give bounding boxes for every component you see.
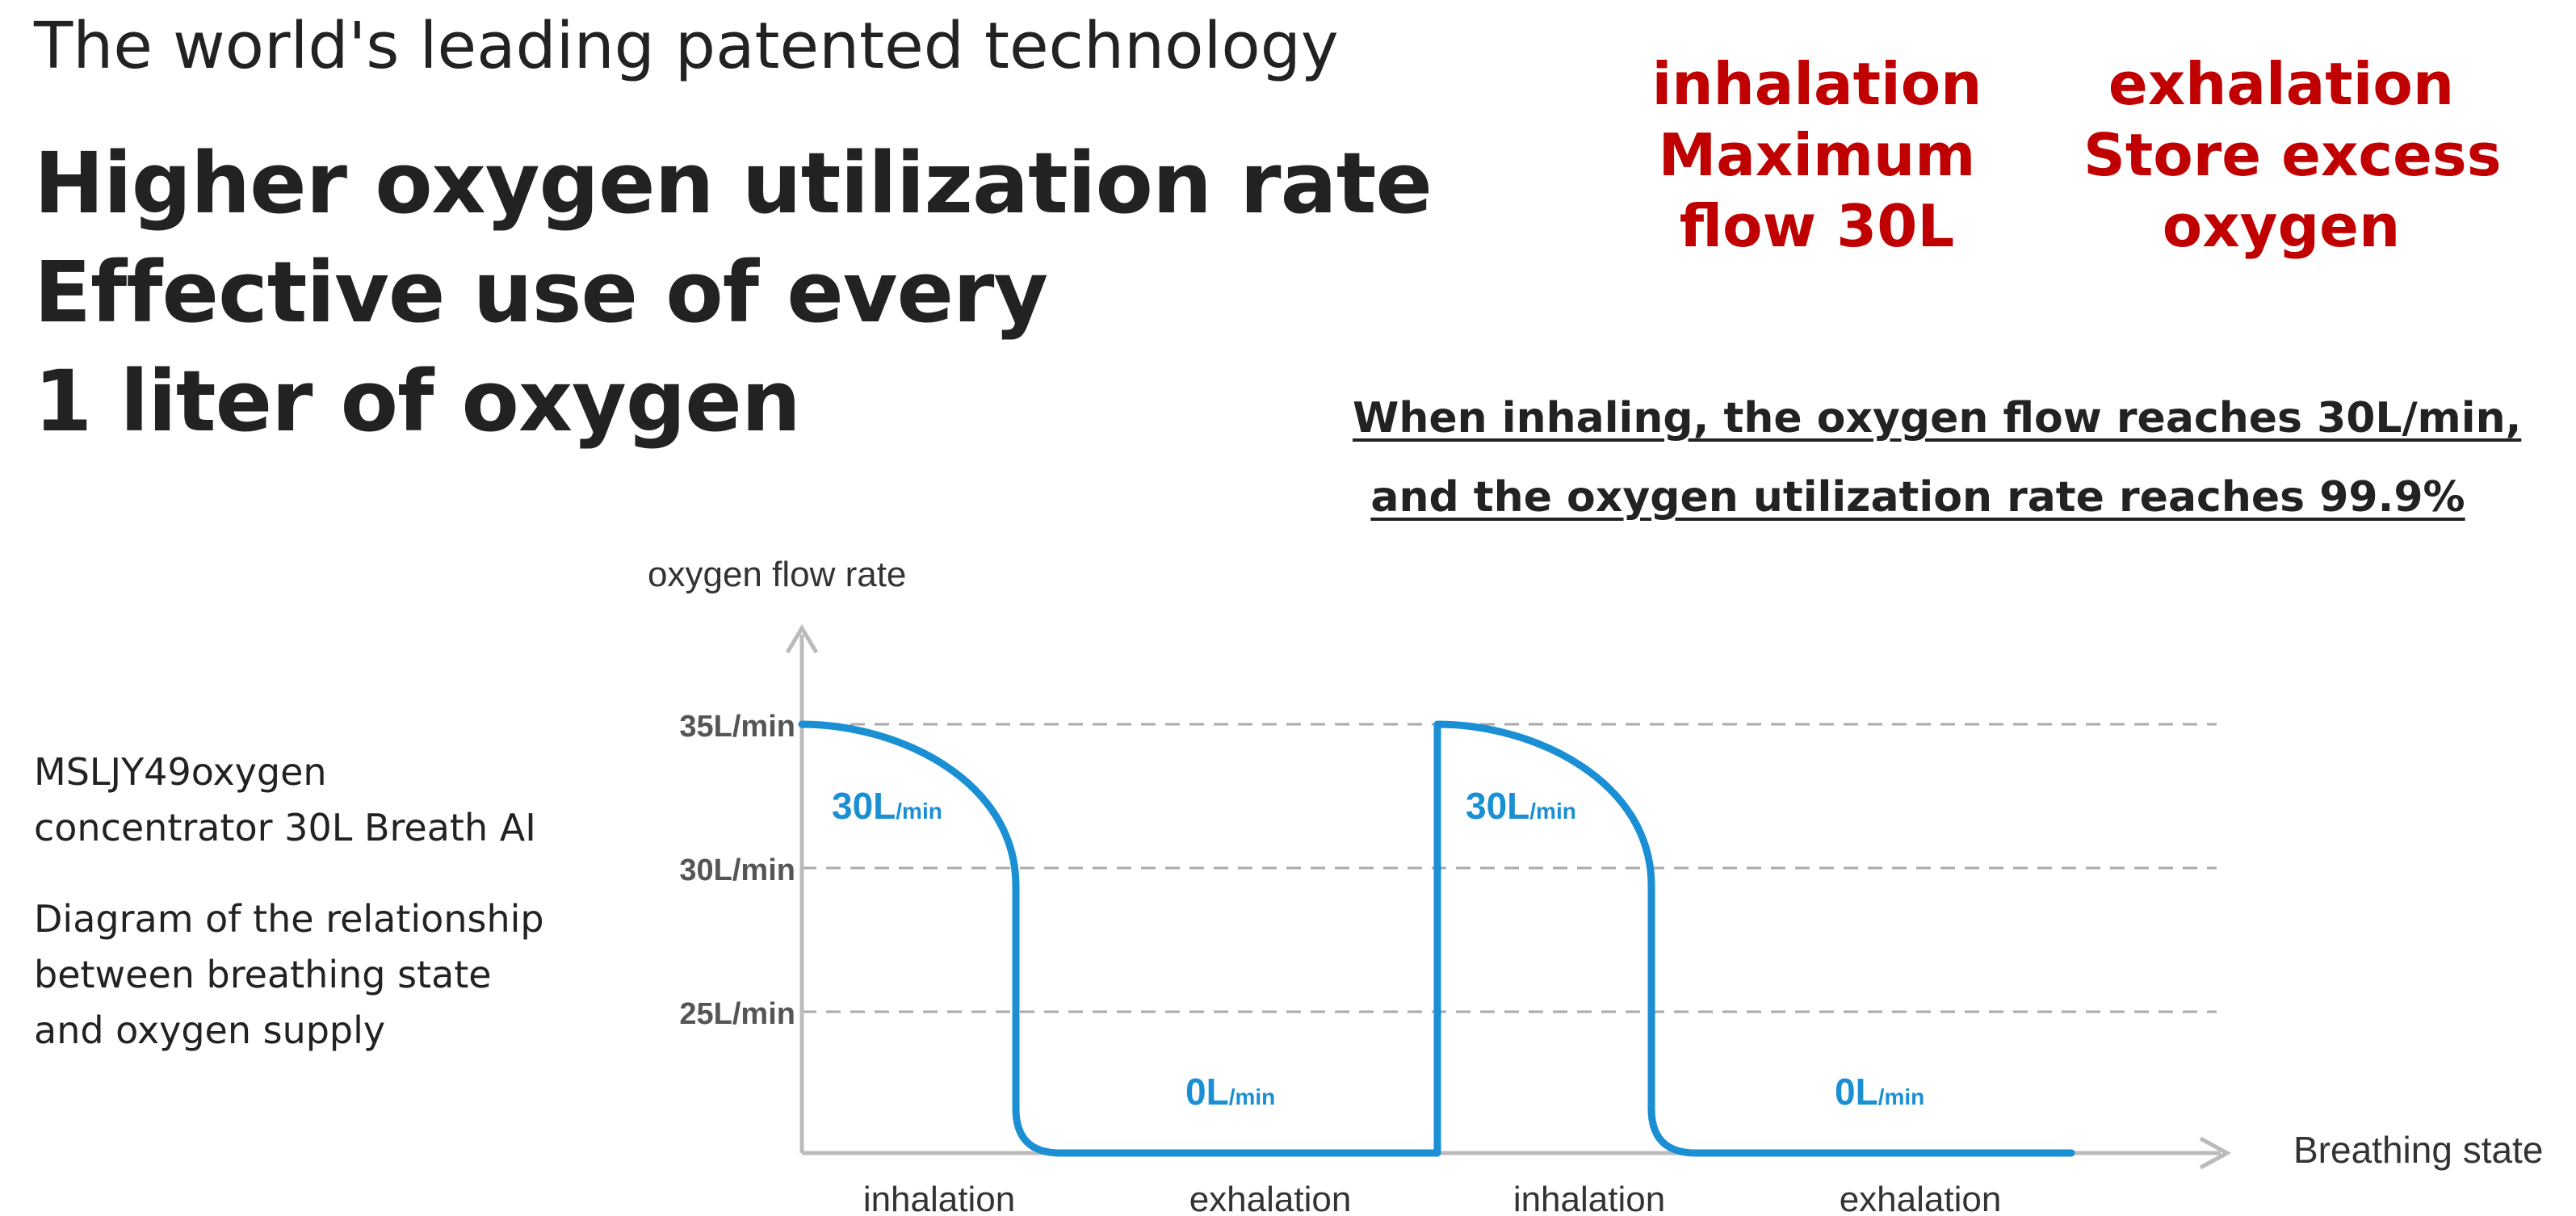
caption-line: between breathing state <box>34 953 492 996</box>
x-axis-label: Breathing state <box>2293 1129 2543 1171</box>
y-axis-label: oxygen flow rate <box>648 555 906 594</box>
model-line: concentrator 30L Breath AI <box>34 806 536 849</box>
model-line: MSLJY49oxygen <box>34 750 327 794</box>
model-description: MSLJY49oxygen concentrator 30L Breath AI <box>34 744 536 856</box>
oxygen-flow-curve <box>798 720 2075 1157</box>
x-phase-label: inhalation <box>863 1180 1015 1216</box>
y-tick-label: 30L/min <box>679 853 795 887</box>
x-axis-arrowhead <box>2199 1136 2232 1170</box>
flow-annotation: 30L/min <box>832 785 942 827</box>
flow-annotation: 30L/min <box>1466 785 1576 827</box>
tagline: The world's leading patented technology <box>34 9 1339 83</box>
diagram-caption: Diagram of the relationship between brea… <box>34 891 544 1059</box>
callout-line: flow 30L <box>1679 192 1955 260</box>
curve-layer <box>798 720 2075 1157</box>
x-phase-label: exhalation <box>1840 1180 2002 1216</box>
caption-line: and oxygen supply <box>34 1008 386 1052</box>
callout-line: exhalation <box>2108 50 2455 118</box>
y-axis-arrowhead <box>785 624 819 654</box>
x-phase-label: inhalation <box>1513 1180 1665 1216</box>
claim-line: When inhaling, the oxygen flow reaches 3… <box>1353 394 2522 442</box>
label-layer: 35L/min 30L/min 25L/min 30L/min 0L/min 30L/mi… <box>679 710 2001 1216</box>
exhalation-callout: exhalation Store excess oxygen <box>2083 48 2502 262</box>
y-tick-label: 35L/min <box>679 710 795 744</box>
headline-line: 1 liter of oxygen <box>34 352 801 451</box>
headline-line: Higher oxygen utilization rate <box>34 134 1433 233</box>
caption-line: Diagram of the relationship <box>34 897 544 941</box>
grid-layer <box>802 723 2217 1013</box>
flow-annotation: 0L/min <box>1185 1071 1275 1113</box>
claim-line: and the oxygen utilization rate reaches … <box>1370 473 2465 522</box>
inhalation-callout: inhalation Maximum flow 30L <box>1639 48 1995 262</box>
callout-line: Store excess <box>2083 121 2502 189</box>
axis-layer: oxygen flow rate Breathing state <box>648 555 2543 1171</box>
y-tick-label: 25L/min <box>679 997 795 1031</box>
headline-line: Effective use of every <box>34 243 1048 342</box>
callout-line: inhalation <box>1651 50 1982 118</box>
callout-line: Maximum <box>1658 121 1976 189</box>
x-phase-label: exhalation <box>1189 1180 1352 1216</box>
callout-line: oxygen <box>2162 192 2401 260</box>
flow-annotation: 0L/min <box>1835 1071 1924 1113</box>
headline: Higher oxygen utilization rate Effective… <box>34 129 1433 456</box>
